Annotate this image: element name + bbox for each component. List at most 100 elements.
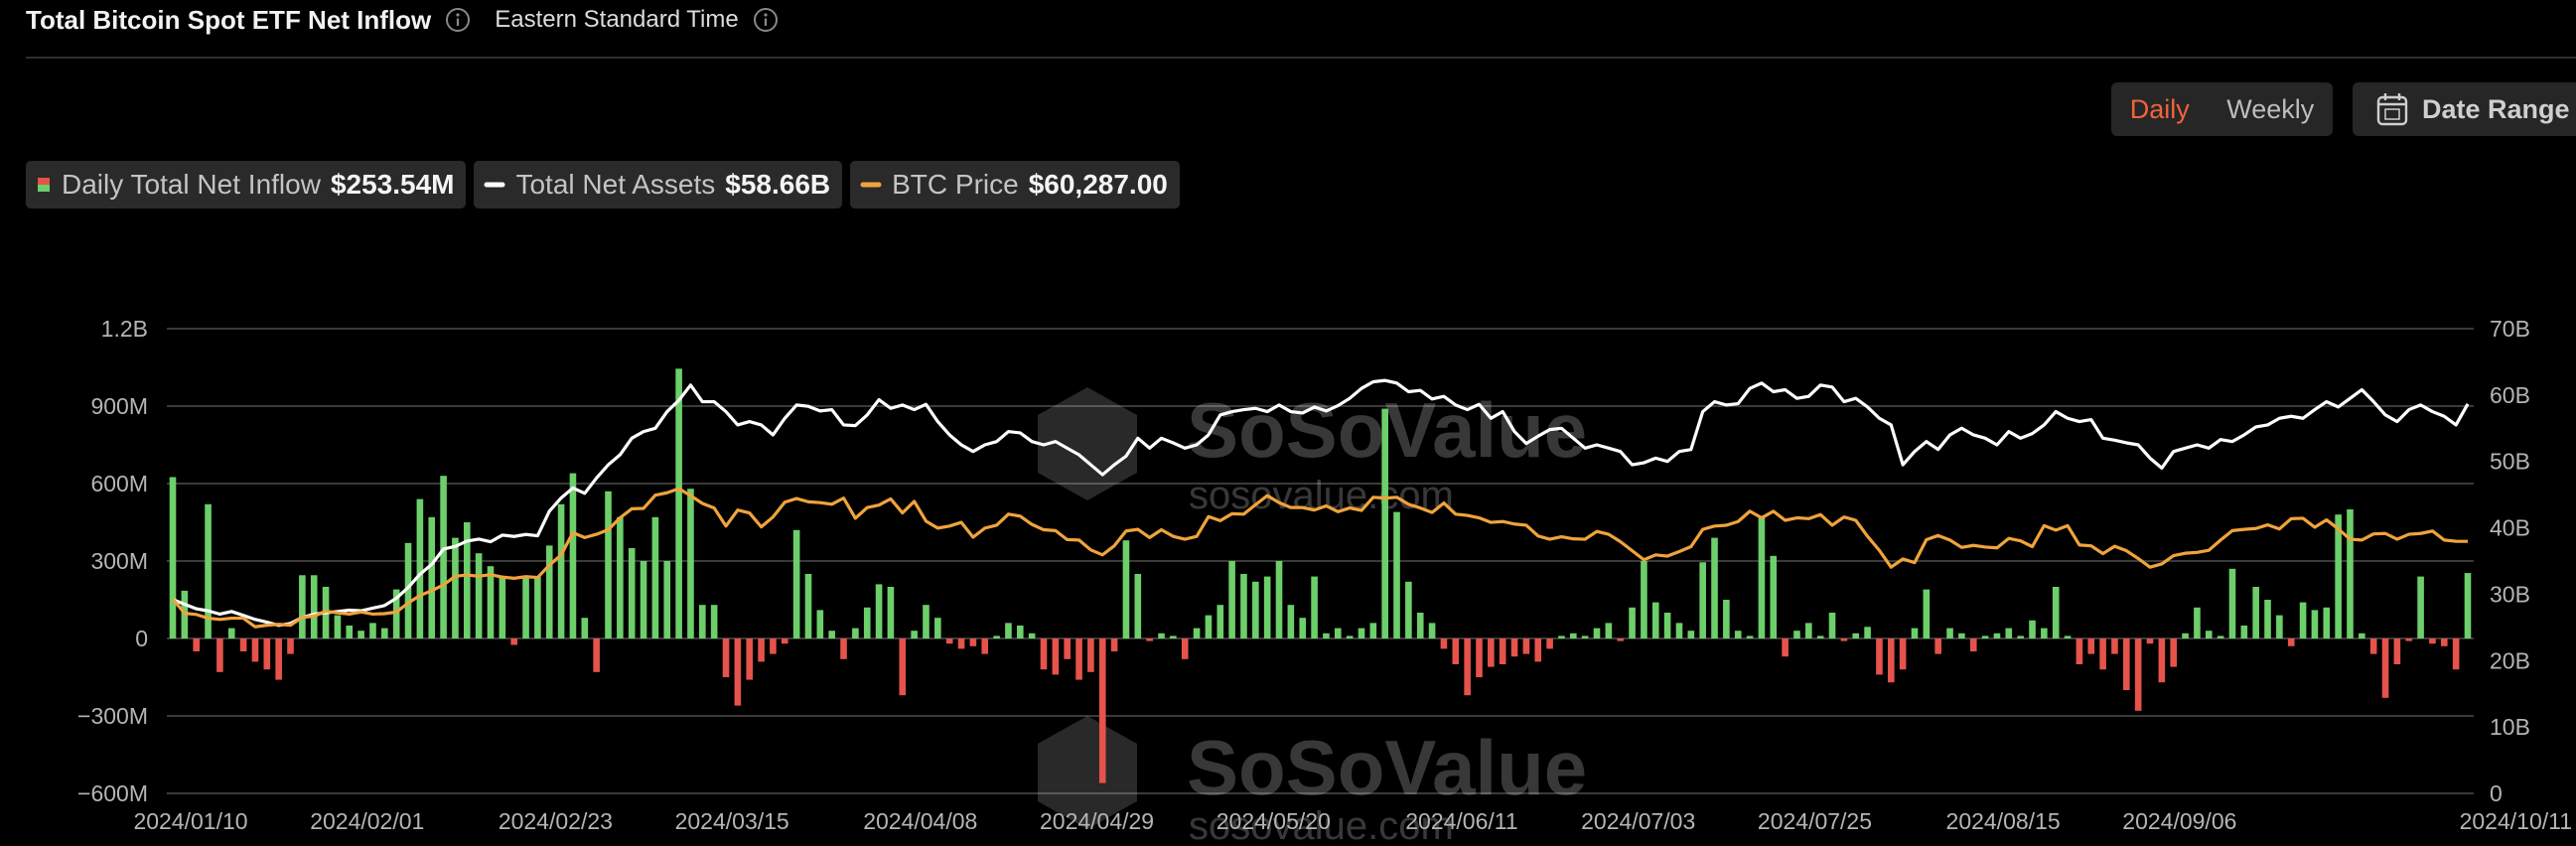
bar [663,561,671,638]
x-tick-label: 2024/05/20 [1216,808,1331,834]
bar [452,537,459,638]
divider [26,57,2576,59]
bar [2146,638,2154,644]
bar [569,473,577,638]
x-tick-label: 2024/03/15 [675,808,789,834]
bar [1758,516,1766,638]
bar [2111,638,2118,654]
y-tick-label: −600M [77,780,148,806]
bar [440,476,447,638]
x-tick-label: 2024/04/08 [863,808,977,834]
bar [1699,562,1706,638]
bar [2264,600,2271,638]
bar [770,638,777,654]
bar [1934,638,1941,654]
bar [2359,633,2365,638]
bar [169,477,177,638]
bar [1369,623,1377,638]
bar [1593,628,1601,638]
bar [2405,638,2413,641]
bar [1993,633,2001,638]
bar [369,623,376,638]
bar [1558,635,1565,638]
bar [1770,555,1778,638]
bar [545,545,553,638]
bar [2064,635,2072,638]
bar [239,638,247,651]
legend-value: $60,287.00 [1028,169,1168,200]
bar [487,566,495,638]
bar [969,638,977,646]
bar [392,589,400,638]
bar [428,516,436,638]
bar [945,638,953,644]
bar [2252,587,2259,638]
bar [2299,602,2307,638]
bar [1828,613,1836,638]
bar [852,628,859,638]
y2-tick-label: 70B [2490,316,2530,342]
bar [746,638,754,680]
x-tick-label: 2024/02/23 [499,808,613,834]
bar [1746,635,1754,638]
bar [1499,638,1506,664]
bar [2347,509,2354,638]
bar [1675,623,1683,638]
bar [1134,574,1142,638]
bar [1287,605,1295,638]
bar [2440,638,2448,646]
bar [675,368,682,638]
legend: Daily Total Net Inflow $253.54M Total Net … [26,161,1180,209]
bar [699,605,706,638]
bar [1240,574,1247,638]
legend-swatch [484,182,505,188]
bar [640,561,647,638]
bar [2369,638,2377,654]
legend-item: Total Net Assets $58.66B [474,161,843,209]
date-range-button[interactable]: Date Range [2353,82,2576,136]
timezone: Eastern Standard Time [495,6,739,33]
bar [1617,638,1625,641]
daily-button[interactable]: Daily [2129,93,2190,124]
bar [1923,589,1931,638]
info-icon[interactable] [445,7,471,33]
info-icon[interactable] [753,7,779,33]
bar [1663,613,1671,638]
y-tick-label: −300M [77,703,148,729]
bar [1193,628,1201,638]
bar [875,584,883,638]
bar [1534,638,1542,662]
bar [687,489,694,638]
bar [2134,638,2142,711]
bar [216,638,223,672]
bar [1028,633,1036,638]
line [172,378,2470,628]
bar [1263,576,1271,638]
bar [1651,602,1659,638]
bar [499,576,506,638]
bar [1052,638,1060,675]
bar [275,638,282,680]
bar [299,575,306,638]
date-range-label: Date Range [2422,93,2570,124]
legend-swatch [38,178,50,192]
y2-tick-label: 10B [2490,714,2530,740]
bar [581,618,589,638]
line [171,487,2469,629]
weekly-button[interactable]: Weekly [2226,93,2315,124]
bar [2217,635,2224,638]
bar [2464,573,2472,638]
bar [1946,628,1953,638]
bar [923,605,930,638]
bar [1581,635,1589,638]
y-tick-label: 900M [90,393,148,419]
bar [781,638,788,644]
bar [957,638,965,649]
bar [804,574,812,638]
bar [2205,631,2213,638]
bar [1416,613,1424,638]
bar [1899,638,1907,670]
bar [628,548,636,638]
y2-tick-label: 30B [2490,581,2530,607]
bar [710,605,718,638]
